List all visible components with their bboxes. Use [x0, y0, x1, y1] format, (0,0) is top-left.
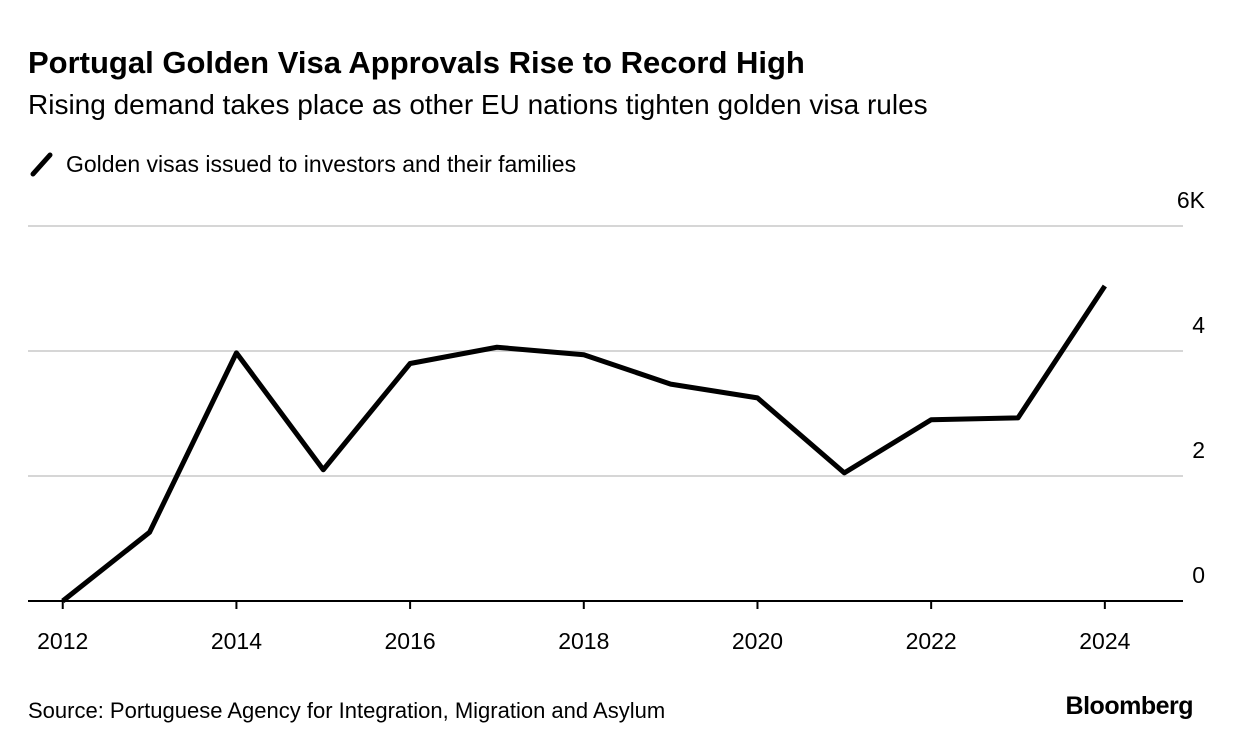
chart-subtitle: Rising demand takes place as other EU na…	[28, 89, 928, 120]
y-tick-label: 0	[1192, 562, 1205, 588]
chart-title: Portugal Golden Visa Approvals Rise to R…	[28, 45, 805, 80]
x-tick-label: 2020	[732, 628, 783, 654]
x-tick-label: 2024	[1079, 628, 1130, 654]
x-tick-label: 2012	[37, 628, 88, 654]
brand: Bloomberg	[1066, 692, 1193, 720]
x-tick-label: 2014	[211, 628, 262, 654]
x-tick-label: 2022	[906, 628, 957, 654]
source: Source: Portuguese Agency for Integratio…	[28, 698, 665, 723]
y-tick-label: 6K	[1177, 187, 1206, 213]
x-tick-label: 2016	[385, 628, 436, 654]
x-tick-label: 2018	[558, 628, 609, 654]
y-tick-label: 4	[1192, 312, 1205, 338]
legend-label: Golden visas issued to investors and the…	[66, 151, 576, 177]
legend-swatch	[30, 152, 53, 177]
line	[61, 284, 1107, 603]
y-tick-label: 2	[1192, 437, 1205, 463]
